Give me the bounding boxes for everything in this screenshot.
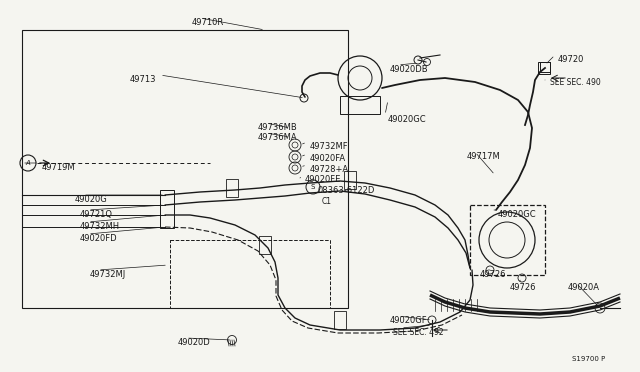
Text: SEE SEC. 492: SEE SEC. 492 — [393, 328, 444, 337]
Text: 49020FD: 49020FD — [80, 234, 118, 243]
Bar — [540, 62, 550, 72]
Text: 49728+A: 49728+A — [310, 165, 349, 174]
Bar — [22, 30, 348, 308]
Text: 49726: 49726 — [510, 283, 536, 292]
Text: 49710R: 49710R — [192, 18, 224, 27]
Text: 49020GC: 49020GC — [388, 115, 427, 124]
Bar — [170, 240, 330, 308]
Bar — [160, 190, 174, 228]
Text: 49732MH: 49732MH — [80, 222, 120, 231]
Text: S19700 P: S19700 P — [572, 356, 605, 362]
Text: 49713: 49713 — [130, 75, 157, 84]
Bar — [470, 205, 545, 275]
Text: 49020GC: 49020GC — [498, 210, 536, 219]
Text: S: S — [311, 184, 315, 190]
Bar — [259, 236, 271, 254]
Bar — [334, 311, 346, 329]
Text: 49736MB: 49736MB — [258, 123, 298, 132]
Text: 49020DB: 49020DB — [390, 65, 429, 74]
Text: 49717M: 49717M — [467, 152, 500, 161]
Bar — [340, 96, 380, 114]
Text: 49721Q: 49721Q — [80, 210, 113, 219]
Text: 49720: 49720 — [558, 55, 584, 64]
Text: 49736MA: 49736MA — [258, 133, 298, 142]
Text: 49020A: 49020A — [568, 283, 600, 292]
Text: 49020G: 49020G — [75, 195, 108, 204]
Bar — [538, 62, 550, 74]
Bar — [344, 171, 356, 189]
Text: SEE SEC. 490: SEE SEC. 490 — [550, 78, 601, 87]
Text: 08363-6122D: 08363-6122D — [318, 186, 376, 195]
Text: 49719M: 49719M — [42, 163, 76, 172]
Text: 49726: 49726 — [480, 270, 506, 279]
Text: 49020FA: 49020FA — [310, 154, 346, 163]
Text: A: A — [26, 160, 30, 166]
Text: 49732MJ: 49732MJ — [90, 270, 126, 279]
Bar — [226, 179, 238, 197]
Text: C1: C1 — [322, 197, 332, 206]
Text: 49020FE: 49020FE — [305, 175, 341, 184]
Text: 49732MF: 49732MF — [310, 142, 349, 151]
Text: 49020GF: 49020GF — [390, 316, 428, 325]
Text: 49020D: 49020D — [178, 338, 211, 347]
